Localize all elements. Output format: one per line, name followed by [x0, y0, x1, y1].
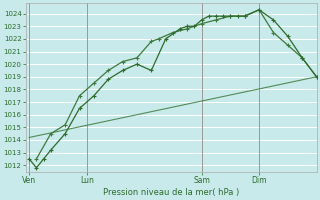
- X-axis label: Pression niveau de la mer( hPa ): Pression niveau de la mer( hPa ): [103, 188, 239, 197]
